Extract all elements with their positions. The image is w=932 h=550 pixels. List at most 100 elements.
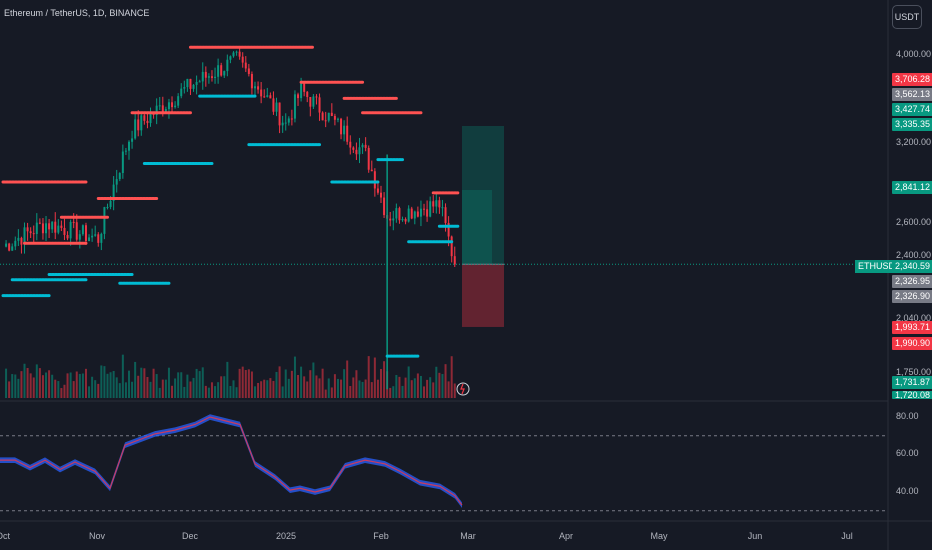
volume-bar: [361, 381, 364, 398]
price-tick: 4,000.00: [896, 49, 932, 59]
candle-body: [115, 179, 118, 185]
volume-bar: [392, 386, 395, 398]
volume-bar: [97, 383, 100, 398]
candle-body: [5, 243, 8, 247]
volume-bar: [45, 372, 48, 398]
volume-bar: [327, 378, 330, 398]
candle-body: [238, 51, 241, 57]
price-tick: 2,600.00: [896, 217, 932, 227]
candle-body: [364, 144, 367, 148]
volume-bar: [395, 374, 398, 398]
candle-body: [407, 208, 410, 222]
volume-bar: [423, 386, 426, 398]
price-marker: 1,720.08: [892, 391, 932, 399]
candle-body: [232, 52, 235, 57]
candle-body: [128, 141, 130, 151]
candle-body: [370, 169, 373, 172]
volume-bar: [453, 383, 456, 398]
volume-bar: [349, 386, 352, 398]
candle-body: [217, 65, 220, 77]
candle-body: [352, 147, 355, 150]
volume-bar: [84, 368, 87, 398]
currency-button[interactable]: USDT: [892, 5, 922, 29]
candle-body: [281, 122, 284, 126]
candle-body: [303, 83, 306, 92]
candle-body: [72, 221, 75, 223]
volume-bar: [158, 387, 161, 398]
candle-body: [423, 208, 426, 210]
volume-bar: [48, 370, 51, 398]
candle-body: [38, 222, 41, 224]
candle-body: [321, 112, 324, 121]
profit-zone-inner: [462, 189, 492, 265]
volume-bar: [367, 356, 370, 398]
candle-body: [226, 59, 229, 72]
volume-bar: [32, 377, 35, 398]
volume-bar: [17, 378, 20, 398]
volume-bar: [128, 370, 130, 398]
candle-body: [137, 119, 140, 131]
volume-bar: [63, 384, 66, 398]
candle-body: [389, 218, 392, 221]
candle-body: [180, 88, 183, 97]
candle-body: [297, 94, 300, 99]
volume-bar: [257, 382, 260, 398]
volume-bar: [238, 368, 241, 398]
candle-body: [293, 94, 296, 119]
candle-body: [204, 71, 207, 78]
osc-tick: 80.00: [896, 411, 919, 421]
time-label: Jun: [747, 531, 763, 541]
volume-bar: [14, 374, 17, 398]
volume-bar: [140, 367, 143, 398]
candle-body: [11, 246, 14, 251]
volume-bar: [164, 379, 167, 398]
volume-bar: [447, 381, 450, 398]
osc-tick: 40.00: [896, 486, 919, 496]
volume-bar: [78, 373, 81, 398]
volume-bar: [333, 374, 336, 398]
osc-tick: 60.00: [896, 448, 919, 458]
volume-bar: [112, 370, 115, 398]
volume-bar: [343, 369, 346, 398]
volume-bar: [287, 378, 290, 398]
volume-bar: [100, 365, 103, 398]
candle-body: [266, 95, 269, 97]
candle-body: [401, 218, 404, 221]
volume-bar: [177, 372, 180, 398]
candle-body: [306, 91, 309, 98]
volume-bar: [103, 366, 106, 398]
volume-bar: [321, 368, 324, 398]
candle-body: [20, 237, 23, 245]
candle-body: [140, 115, 143, 131]
volume-bar: [204, 385, 207, 398]
volume-bar: [432, 382, 435, 398]
symbol-title: Ethereum / TetherUS, 1D, BINANCE: [4, 8, 150, 18]
candle-body: [309, 97, 312, 107]
candle-body: [146, 120, 149, 124]
volume-bar: [244, 369, 247, 398]
volume-bar: [66, 373, 69, 398]
price-tick: 2,400.00: [896, 250, 932, 260]
volume-bar: [312, 362, 315, 398]
candle-body: [284, 122, 287, 124]
volume-bar: [401, 385, 404, 398]
candle-body: [419, 208, 422, 217]
volume-bar: [134, 361, 137, 398]
time-label: May: [650, 531, 668, 541]
profit-zone: [462, 125, 504, 265]
volume-bar: [306, 381, 309, 398]
time-label: Apr: [558, 531, 574, 541]
volume-bar: [355, 370, 358, 398]
candle-body: [346, 125, 349, 142]
volume-bar: [226, 361, 229, 398]
volume-bar: [198, 371, 201, 398]
loss-zone: [462, 264, 504, 327]
candle-body: [210, 76, 213, 78]
volume-bar: [275, 371, 278, 398]
volume-bar: [131, 381, 134, 398]
volume-bar: [376, 379, 379, 398]
volume-bar: [118, 383, 121, 398]
candle-body: [164, 109, 167, 114]
candle-body: [14, 240, 17, 247]
